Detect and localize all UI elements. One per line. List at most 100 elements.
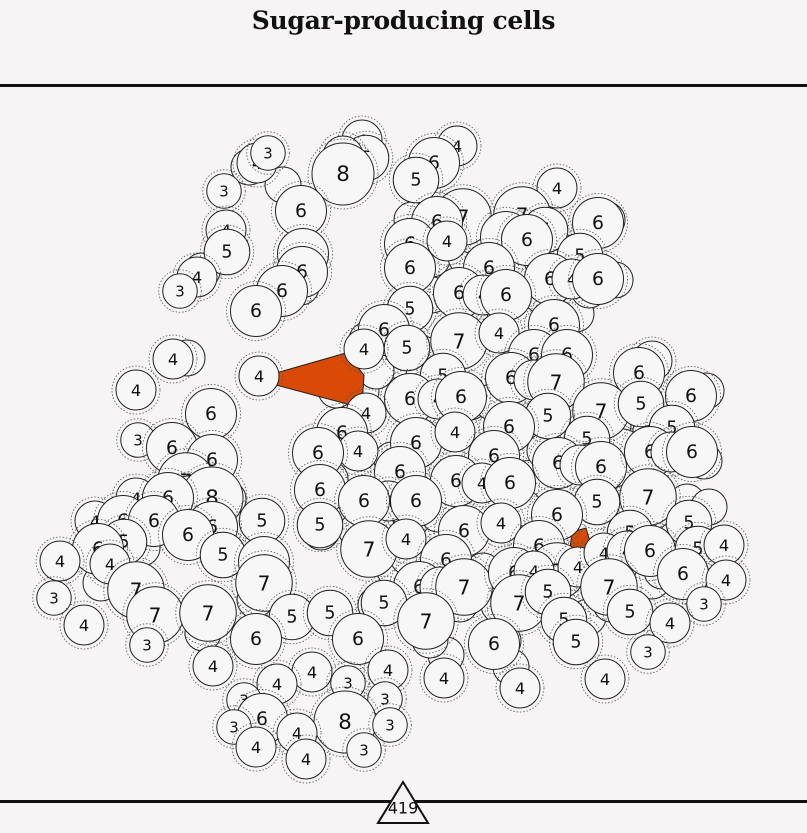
cell-value-label: 4 xyxy=(665,614,675,633)
cell: 6 xyxy=(431,367,491,427)
cell-value-label: 5 xyxy=(437,367,448,387)
cell-value-label: 5 xyxy=(404,300,415,320)
cell-halo xyxy=(393,588,459,654)
cell-value-label: 4 xyxy=(721,571,731,590)
cell-value-label: 7 xyxy=(363,538,376,562)
cell-value-label: 6 xyxy=(595,457,607,478)
cell-halo xyxy=(175,580,241,646)
cell-halo xyxy=(333,426,383,476)
cell-value-label: 7 xyxy=(149,604,162,628)
cell-halo xyxy=(246,131,290,175)
cell-value-label: 6 xyxy=(404,258,416,279)
cell-circle xyxy=(499,667,541,709)
cell-value-label: 7 xyxy=(458,576,471,600)
cell-circle xyxy=(426,220,468,262)
cell-halo xyxy=(580,654,630,704)
cell-circle xyxy=(63,604,105,646)
cell-value-label: 6 xyxy=(206,450,218,471)
cell: 3 xyxy=(682,582,726,626)
cell-layer: 4345484653645666436477656664665664664656… xyxy=(32,115,751,784)
cell-circle xyxy=(36,580,72,616)
cell-value-label: 6 xyxy=(250,301,262,322)
cell-value-label: 4 xyxy=(599,544,609,563)
cell-value-label: 6 xyxy=(276,281,288,302)
cell-circle xyxy=(372,707,408,743)
cell-value-label: 5 xyxy=(314,516,325,536)
cell: 4 xyxy=(495,663,545,713)
cell-value-label: 4 xyxy=(301,750,311,769)
cell-halo xyxy=(226,609,286,669)
cell: 6 xyxy=(653,544,713,604)
cell-value-label: 4 xyxy=(292,724,302,743)
cell-halo xyxy=(368,703,412,747)
cell: 6 xyxy=(181,384,241,444)
cell-value-label: 3 xyxy=(359,742,368,760)
cell-circle xyxy=(630,634,666,670)
cell-value-label: 5 xyxy=(635,395,646,415)
cell-value-label: 6 xyxy=(148,511,160,532)
cell: 6 xyxy=(226,609,286,669)
cell: 3 xyxy=(246,131,290,175)
cell-value-label: 6 xyxy=(410,433,422,454)
cell-halo xyxy=(111,365,161,415)
cell-value-label: 4 xyxy=(90,512,100,531)
cell-halo xyxy=(613,376,669,432)
cell-value-label: 5 xyxy=(286,608,297,628)
cell-value-label: 6 xyxy=(410,491,422,512)
cell-value-label: 4 xyxy=(573,558,583,577)
cell-value-label: 3 xyxy=(49,590,58,608)
cell-value-label: 6 xyxy=(413,577,425,598)
cell: 5 xyxy=(602,584,658,640)
cell: 6 xyxy=(334,471,394,531)
cell-circle xyxy=(206,173,242,209)
cell: 6 xyxy=(662,422,722,482)
cell-halo xyxy=(568,249,628,309)
cell-value-label: 6 xyxy=(431,212,443,233)
cell-value-label: 6 xyxy=(394,462,406,483)
cell: 3 xyxy=(32,576,76,620)
cell-halo xyxy=(281,734,331,784)
cell-circle xyxy=(385,518,427,560)
cell-value-label: 6 xyxy=(592,269,604,290)
cell-value-label: 3 xyxy=(142,637,151,655)
cell: 3 xyxy=(125,623,169,667)
cell-count-label: 419 xyxy=(388,799,419,818)
cell-value-label: 4 xyxy=(552,179,562,198)
cell-circle xyxy=(230,613,282,665)
cell: 5 xyxy=(613,376,669,432)
cell-value-label: 6 xyxy=(404,389,416,410)
cell: 4 xyxy=(188,641,238,691)
cell-value-label: 5 xyxy=(118,533,129,553)
cell-value-label: 6 xyxy=(295,201,307,222)
cell-value-label: 6 xyxy=(166,438,178,459)
cell-value-label: 6 xyxy=(314,480,326,501)
cell: 4 xyxy=(111,365,161,415)
cell-halo xyxy=(701,555,751,605)
cell-value-label: 3 xyxy=(643,644,652,662)
cell-value-label: 4 xyxy=(719,536,729,555)
cell-value-label: 4 xyxy=(272,675,282,694)
cell-value-label: 5 xyxy=(542,583,553,603)
cell-value-label: 7 xyxy=(513,592,526,616)
cell-value-label: 6 xyxy=(182,525,194,546)
cell-halo xyxy=(342,728,386,772)
top-divider xyxy=(0,84,807,87)
cell-circle xyxy=(152,338,194,380)
cell-value-label: 6 xyxy=(205,404,217,425)
cell: 7 xyxy=(175,580,241,646)
cell-value-label: 7 xyxy=(258,572,271,596)
cell-halo xyxy=(495,663,545,713)
cell-value-label: 6 xyxy=(450,471,462,492)
cell-value-label: 4 xyxy=(254,367,264,386)
cell-value-label: 4 xyxy=(55,552,65,571)
cell-circle xyxy=(649,602,691,644)
cell-value-label: 6 xyxy=(686,442,698,463)
cell-circle xyxy=(572,253,624,305)
cell-halo xyxy=(292,497,348,553)
cell: 3 xyxy=(158,269,202,313)
cell-value-label: 3 xyxy=(380,691,389,709)
cell-value-label: 6 xyxy=(312,443,324,464)
cell-value-label: 5 xyxy=(574,247,585,267)
cell-value-label: 4 xyxy=(361,404,371,423)
cell-circle xyxy=(686,586,722,622)
